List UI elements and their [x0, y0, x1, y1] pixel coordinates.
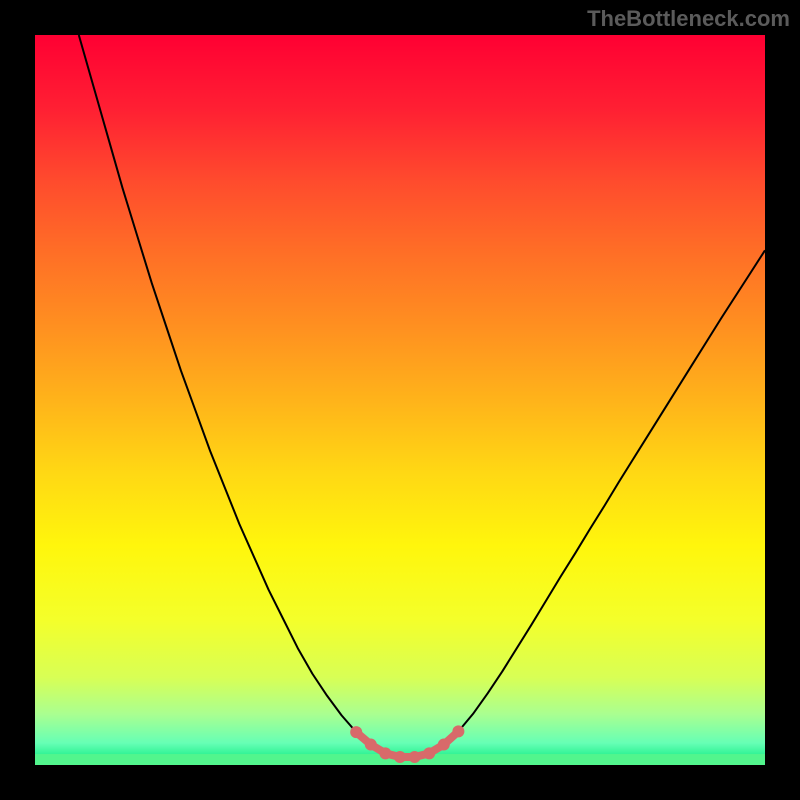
watermark-text: TheBottleneck.com — [587, 6, 790, 32]
gradient-background — [35, 35, 765, 765]
highlight-marker — [350, 726, 362, 738]
highlight-marker — [452, 725, 464, 737]
highlight-marker — [438, 739, 450, 751]
highlight-marker — [379, 747, 391, 759]
highlight-marker — [423, 747, 435, 759]
highlight-marker — [409, 751, 421, 763]
plot-area — [35, 35, 765, 765]
highlight-marker — [365, 739, 377, 751]
highlight-marker — [394, 751, 406, 763]
chart-svg — [35, 35, 765, 765]
chart-frame: TheBottleneck.com — [0, 0, 800, 800]
